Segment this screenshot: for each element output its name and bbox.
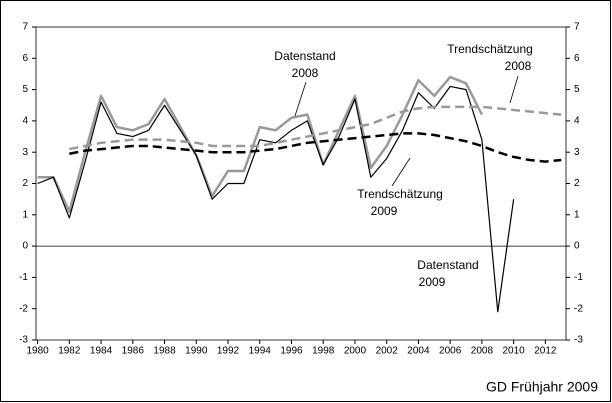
- y2-tick-label: -1: [574, 272, 583, 283]
- y-tick-label: 0: [22, 241, 28, 252]
- annotation: Trendschätzung: [357, 187, 443, 201]
- annotation-pointer: [391, 157, 411, 187]
- y2-tick-label: -2: [574, 303, 583, 314]
- annotation: Trendschätzung: [447, 42, 533, 56]
- y-tick-label: 3: [22, 147, 28, 158]
- x-tick-label: 2000: [344, 346, 367, 357]
- x-tick-label: 2006: [439, 346, 462, 357]
- y2-tick-label: 1: [574, 209, 580, 220]
- y2-tick-label: 3: [574, 147, 580, 158]
- x-tick-label: 1996: [280, 346, 303, 357]
- x-tick-label: 2008: [471, 346, 494, 357]
- x-tick-label: 1980: [26, 346, 49, 357]
- x-tick-label: 2010: [503, 346, 526, 357]
- y2-tick-label: -3: [574, 335, 583, 346]
- annotation: Datenstand: [274, 49, 335, 63]
- x-tick-label: 1992: [217, 346, 240, 357]
- x-tick-label: 1988: [153, 346, 176, 357]
- y-tick-label: 5: [22, 84, 28, 95]
- x-tick-label: 1984: [90, 346, 113, 357]
- y-tick-label: 4: [22, 116, 28, 127]
- annotation: Datenstand: [417, 258, 478, 272]
- source: GD Frühjahr 2009: [486, 379, 598, 395]
- series-line: [69, 132, 562, 163]
- x-tick-label: 2002: [376, 346, 399, 357]
- y2-tick-label: 6: [574, 53, 580, 64]
- y-tick-label: -1: [19, 272, 28, 283]
- x-tick-label: 1990: [185, 346, 208, 357]
- y2-tick-label: 2: [574, 178, 580, 189]
- x-tick-label: 1994: [249, 346, 272, 357]
- y2-tick-label: 4: [574, 116, 580, 127]
- x-tick-label: 1982: [58, 346, 81, 357]
- x-tick-label: 1986: [122, 346, 145, 357]
- annotation: 2009: [419, 275, 446, 289]
- y2-tick-label: 0: [574, 241, 580, 252]
- y-tick-label: 6: [22, 53, 28, 64]
- x-tick-label: 2004: [407, 346, 430, 357]
- y2-tick-label: 7: [574, 22, 580, 33]
- x-tick-label: 2012: [534, 346, 557, 357]
- y-tick-label: -3: [19, 335, 28, 346]
- series-line: [37, 85, 515, 313]
- y-tick-label: -2: [19, 303, 28, 314]
- annotation: 2009: [371, 204, 398, 218]
- y2-tick-label: 5: [574, 84, 580, 95]
- annotation-pointer: [294, 81, 307, 117]
- x-tick-label: 1998: [312, 346, 335, 357]
- y-tick-label: 1: [22, 209, 28, 220]
- series-line: [37, 75, 484, 213]
- y-tick-label: 2: [22, 178, 28, 189]
- annotation-pointer: [509, 75, 519, 104]
- annotation: 2008: [505, 59, 532, 73]
- annotation: 2008: [292, 66, 319, 80]
- y-tick-label: 7: [22, 22, 28, 33]
